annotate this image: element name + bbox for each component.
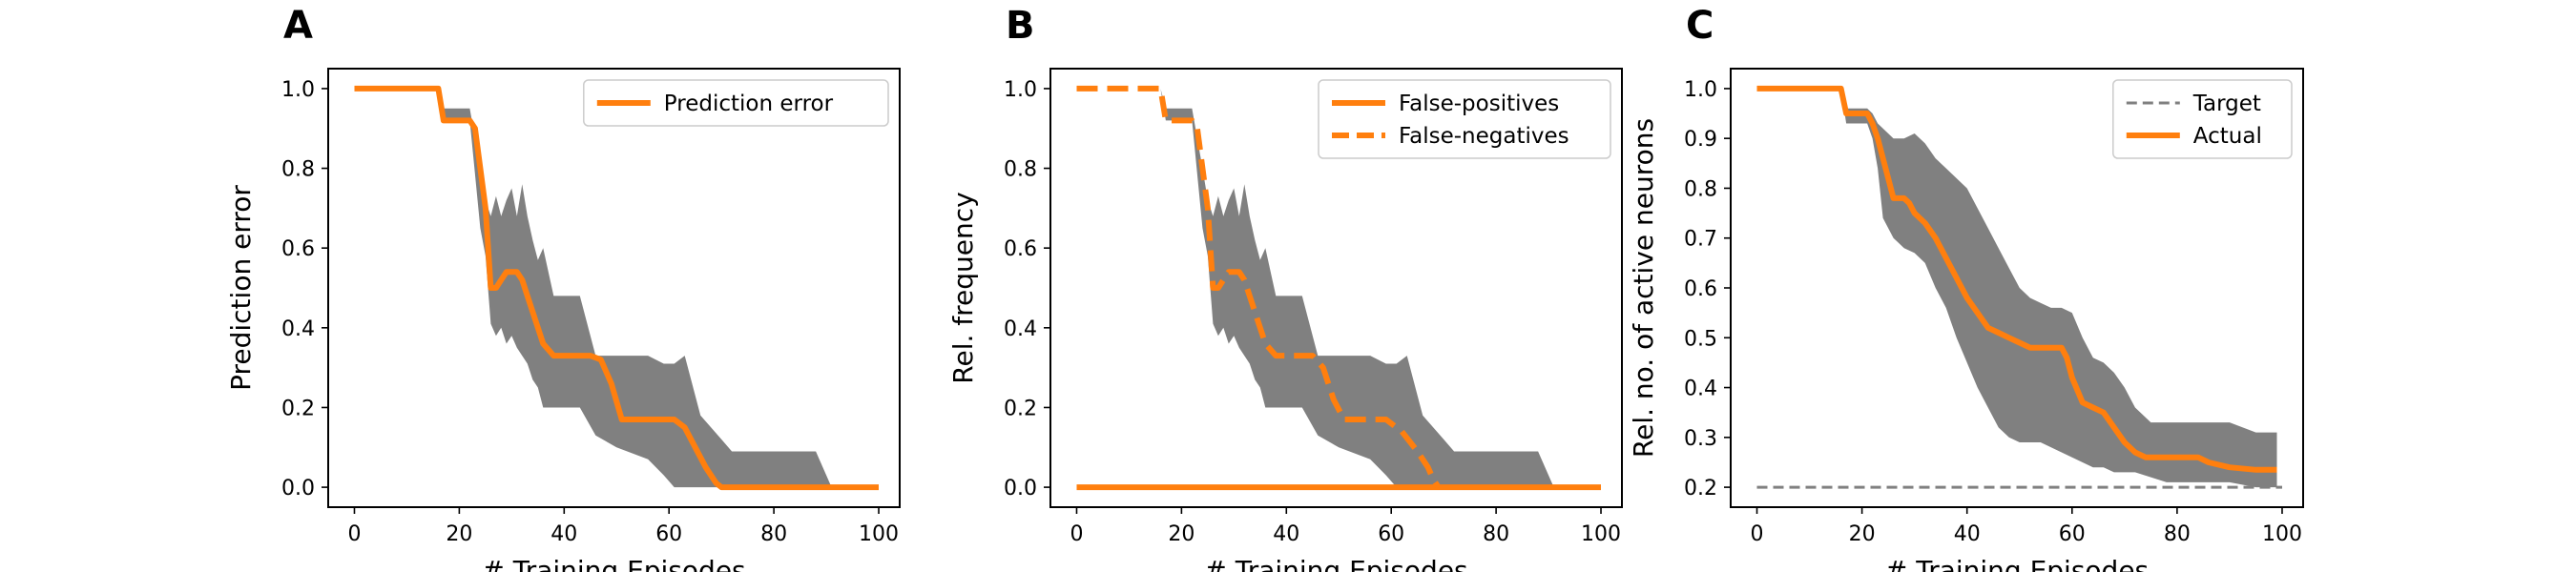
- y-tick-label: 0.4: [1004, 317, 1037, 341]
- plot-area: [1756, 85, 2282, 489]
- x-tick-label: 100: [2262, 522, 2302, 546]
- y-tick-label: 0.8: [1004, 158, 1037, 182]
- legend-box: [583, 79, 889, 127]
- legend-box: [2112, 79, 2293, 159]
- y-axis-label: Rel. no. of active neurons: [1628, 118, 1659, 458]
- y-tick-label: 1.0: [1004, 78, 1037, 102]
- x-tick-label: 40: [1273, 522, 1299, 546]
- x-axis-label: # Training Episodes: [482, 555, 745, 572]
- x-tick-label: 60: [1378, 522, 1404, 546]
- panel-label: A: [283, 4, 313, 48]
- y-tick-label: 0.6: [1004, 237, 1037, 261]
- x-tick-label: 40: [551, 522, 577, 546]
- y-axis-label: Rel. frequency: [947, 192, 979, 383]
- y-tick-label: 0.6: [1684, 277, 1717, 301]
- x-tick-label: 20: [446, 522, 472, 546]
- y-axis-label: Prediction error: [225, 185, 257, 391]
- y-tick-label: 0.3: [1684, 427, 1717, 451]
- std-band: [354, 88, 879, 488]
- y-tick-label: 1.0: [281, 78, 315, 102]
- legend-box: [1318, 79, 1611, 159]
- x-tick-label: 60: [655, 522, 682, 546]
- x-tick-label: 60: [2059, 522, 2086, 546]
- legend: Target Actual: [2112, 79, 2293, 159]
- y-tick-label: 0.4: [281, 317, 315, 341]
- plot-area: [1076, 85, 1601, 491]
- panel-b: B 0 20 40 60 80 100 0.0 0.2 0.4 0.6 0.8 1.0 # Trainin…: [947, 4, 1623, 572]
- x-tick-label: 100: [1581, 522, 1621, 546]
- legend: False-positives False-negatives: [1318, 79, 1611, 159]
- y-tick-label: 0.5: [1684, 327, 1717, 351]
- legend-label: Prediction error: [664, 92, 834, 116]
- y-tick-label: 1.0: [1684, 78, 1717, 102]
- x-axis-label: # Training Episodes: [1885, 555, 2149, 572]
- y-tick-label: 0.8: [1684, 177, 1717, 201]
- panel-a: A 0 20 40 60 80 100 0.0 0.2 0.4 0.6 0.8 1.0 # Trainin…: [225, 4, 901, 572]
- y-tick-label: 0.7: [1684, 228, 1717, 252]
- y-tick-label: 0.9: [1684, 128, 1717, 152]
- x-tick-label: 0: [1070, 522, 1083, 546]
- y-tick-label: 0.4: [1684, 378, 1717, 401]
- series-line-false-negatives: [1076, 85, 1442, 489]
- y-tick-label: 0.6: [281, 237, 315, 261]
- x-tick-label: 20: [1849, 522, 1876, 546]
- panel-label: B: [1006, 4, 1035, 48]
- legend-label: False-positives: [1399, 92, 1559, 116]
- y-tick-label: 0.0: [281, 477, 315, 500]
- y-tick-label: 0.2: [281, 397, 315, 420]
- panel-c: C 0 20 40 60 80 100 0.2 0.3 0.4 0.5 0.6 0.7 0.8 0.9 1.0…: [1628, 4, 2304, 572]
- y-tick-label: 0.8: [281, 158, 315, 182]
- x-tick-label: 40: [1954, 522, 1981, 546]
- axes-frame: [1049, 68, 1623, 508]
- x-tick-label: 100: [859, 522, 899, 546]
- legend-label: False-negatives: [1399, 124, 1569, 149]
- series-line-actual: [1756, 85, 2277, 473]
- x-tick-label: 80: [1483, 522, 1509, 546]
- x-tick-label: 80: [760, 522, 787, 546]
- series-line-prediction-error: [354, 85, 879, 491]
- x-tick-label: 80: [2164, 522, 2191, 546]
- legend: Prediction error: [583, 79, 889, 127]
- y-tick-label: 0.2: [1004, 397, 1037, 420]
- legend-label: Actual: [2193, 124, 2262, 149]
- panel-label: C: [1686, 4, 1714, 48]
- x-tick-label: 20: [1168, 522, 1195, 546]
- legend-label: Target: [2192, 92, 2261, 116]
- std-band: [1756, 88, 2277, 488]
- y-tick-label: 0.2: [1684, 477, 1717, 500]
- y-tick-label: 0.0: [1004, 477, 1037, 500]
- x-tick-label: 0: [1751, 522, 1764, 546]
- x-tick-label: 0: [347, 522, 361, 546]
- x-axis-label: # Training Episodes: [1204, 555, 1467, 572]
- axes-frame: [327, 68, 901, 508]
- plot-area: [354, 85, 879, 491]
